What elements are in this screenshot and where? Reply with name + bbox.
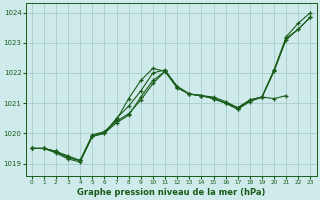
X-axis label: Graphe pression niveau de la mer (hPa): Graphe pression niveau de la mer (hPa) [77, 188, 265, 197]
